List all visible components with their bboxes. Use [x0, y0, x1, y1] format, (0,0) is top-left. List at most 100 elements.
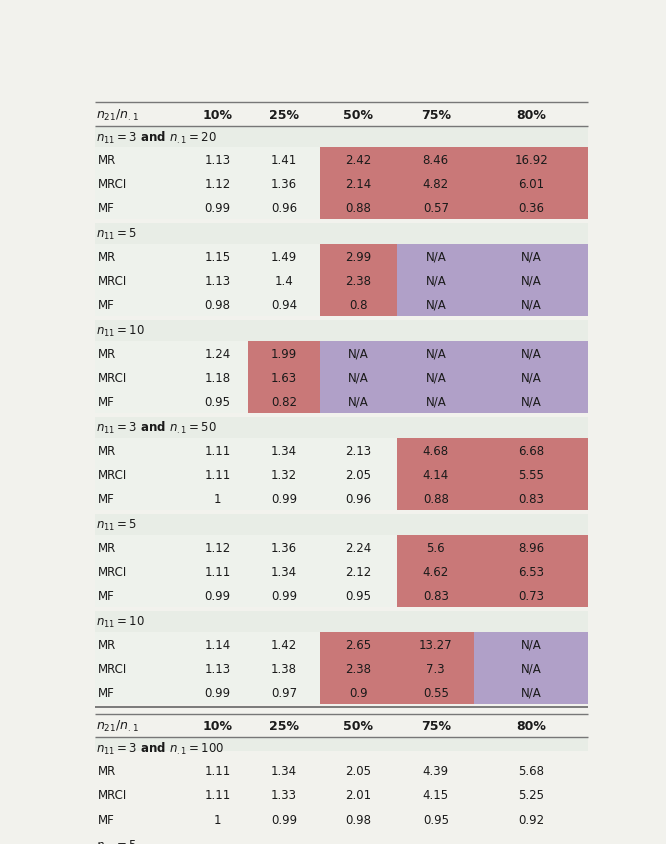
Text: 25%: 25% — [269, 108, 299, 122]
Text: 0.83: 0.83 — [518, 492, 544, 506]
Text: 1.11: 1.11 — [204, 468, 230, 481]
Text: MR: MR — [98, 154, 116, 166]
Text: 1.36: 1.36 — [271, 177, 297, 191]
Text: 1.11: 1.11 — [204, 765, 230, 777]
Bar — [95, 172, 588, 196]
Text: 1.63: 1.63 — [271, 371, 297, 384]
Bar — [320, 657, 397, 680]
Text: 8.96: 8.96 — [518, 541, 544, 554]
Text: MF: MF — [98, 299, 115, 311]
Text: 0.97: 0.97 — [271, 686, 297, 699]
Text: 2.38: 2.38 — [346, 662, 372, 675]
Text: 0.99: 0.99 — [271, 492, 297, 506]
Bar — [474, 463, 588, 487]
Text: MF: MF — [98, 202, 115, 214]
Text: 2.12: 2.12 — [345, 565, 372, 578]
Bar — [95, 127, 588, 148]
Text: N/A: N/A — [521, 395, 541, 408]
Text: 0.98: 0.98 — [346, 813, 372, 825]
Text: $n_{11} = 3$ and $n_{.1} = 50$: $n_{11} = 3$ and $n_{.1} = 50$ — [96, 419, 217, 436]
Text: 6.01: 6.01 — [518, 177, 544, 191]
Text: 2.05: 2.05 — [346, 468, 372, 481]
Text: 0.88: 0.88 — [346, 202, 372, 214]
Text: N/A: N/A — [426, 299, 446, 311]
Text: N/A: N/A — [426, 274, 446, 288]
Text: 1.18: 1.18 — [204, 371, 230, 384]
Text: 0.57: 0.57 — [423, 202, 449, 214]
Text: MR: MR — [98, 251, 116, 263]
Text: 6.53: 6.53 — [518, 565, 544, 578]
Text: 4.39: 4.39 — [423, 765, 449, 777]
Text: 1.42: 1.42 — [271, 638, 297, 651]
Bar — [95, 224, 588, 245]
Text: 1.49: 1.49 — [271, 251, 297, 263]
Text: 0.55: 0.55 — [423, 686, 449, 699]
Text: 2.99: 2.99 — [345, 251, 372, 263]
Bar — [320, 245, 397, 269]
Text: $n_{11} = 3$ and $n_{.1} = 100$: $n_{11} = 3$ and $n_{.1} = 100$ — [96, 740, 224, 756]
Text: 4.14: 4.14 — [423, 468, 449, 481]
Bar — [474, 583, 588, 608]
Text: 0.94: 0.94 — [271, 299, 297, 311]
Text: N/A: N/A — [521, 274, 541, 288]
Bar — [474, 172, 588, 196]
Text: 1: 1 — [214, 813, 221, 825]
Text: 0.95: 0.95 — [204, 395, 230, 408]
Text: MRCI: MRCI — [98, 177, 127, 191]
Text: N/A: N/A — [521, 299, 541, 311]
Bar — [474, 657, 588, 680]
Bar — [397, 487, 474, 511]
Text: 10%: 10% — [202, 108, 232, 122]
Text: 0.96: 0.96 — [271, 202, 297, 214]
Text: N/A: N/A — [521, 638, 541, 651]
Bar — [95, 148, 588, 172]
Text: 1.14: 1.14 — [204, 638, 230, 651]
Text: 1.15: 1.15 — [204, 251, 230, 263]
Text: N/A: N/A — [426, 251, 446, 263]
Text: MF: MF — [98, 492, 115, 506]
Text: MRCI: MRCI — [98, 788, 127, 802]
Bar — [320, 196, 397, 220]
Bar — [95, 342, 588, 365]
Text: 1.38: 1.38 — [271, 662, 297, 675]
Bar — [95, 320, 588, 342]
Bar — [397, 245, 474, 269]
Text: 4.82: 4.82 — [423, 177, 449, 191]
Bar — [320, 390, 397, 414]
Bar — [474, 342, 588, 365]
Text: 1.34: 1.34 — [271, 444, 297, 457]
Bar — [397, 196, 474, 220]
Text: 0.36: 0.36 — [518, 202, 544, 214]
Text: MR: MR — [98, 638, 116, 651]
Bar — [397, 390, 474, 414]
Text: 1.13: 1.13 — [204, 274, 230, 288]
Bar — [397, 680, 474, 705]
Text: 1.12: 1.12 — [204, 541, 230, 554]
Text: MRCI: MRCI — [98, 274, 127, 288]
Text: 0.99: 0.99 — [271, 813, 297, 825]
Bar — [474, 148, 588, 172]
Bar — [397, 560, 474, 583]
Bar — [474, 535, 588, 560]
Bar — [95, 390, 588, 414]
Text: 25%: 25% — [269, 719, 299, 733]
Bar — [95, 269, 588, 293]
Bar — [248, 390, 320, 414]
Text: 4.68: 4.68 — [423, 444, 449, 457]
Text: 0.99: 0.99 — [204, 589, 230, 602]
Text: 1.34: 1.34 — [271, 565, 297, 578]
Text: 7.3: 7.3 — [426, 662, 445, 675]
Bar — [474, 439, 588, 463]
Text: N/A: N/A — [521, 686, 541, 699]
Text: 80%: 80% — [516, 108, 546, 122]
Text: 1.11: 1.11 — [204, 565, 230, 578]
Text: 0.98: 0.98 — [204, 299, 230, 311]
Text: $n_{11} = 10$: $n_{11} = 10$ — [96, 323, 145, 338]
Text: 0.99: 0.99 — [204, 686, 230, 699]
Bar — [95, 583, 588, 608]
Bar — [95, 680, 588, 705]
Bar — [397, 172, 474, 196]
Text: 1.32: 1.32 — [271, 468, 297, 481]
Bar — [397, 463, 474, 487]
Text: MRCI: MRCI — [98, 565, 127, 578]
